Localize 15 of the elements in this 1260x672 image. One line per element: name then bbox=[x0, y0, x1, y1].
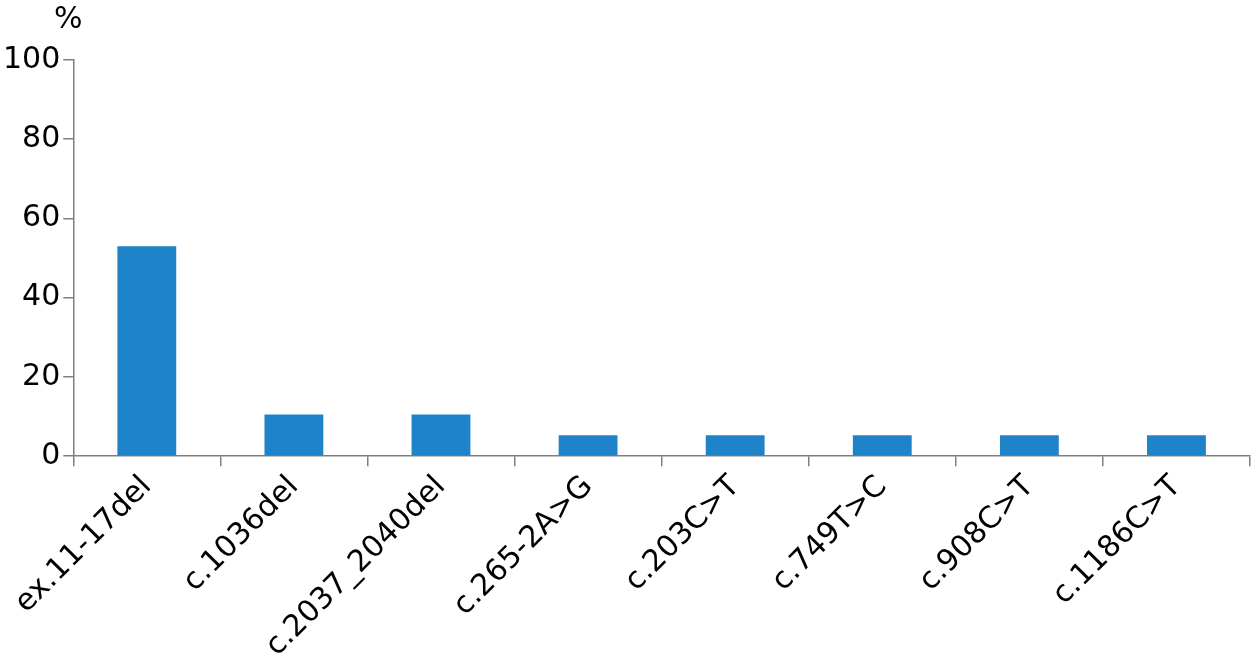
bar bbox=[1147, 435, 1206, 456]
y-tick-label: 40 bbox=[22, 277, 61, 313]
y-tick-label: 0 bbox=[41, 435, 61, 471]
y-tick-label: 100 bbox=[3, 39, 61, 75]
y-tick-label: 20 bbox=[22, 356, 61, 392]
bar bbox=[999, 435, 1059, 456]
bar bbox=[117, 246, 177, 456]
y-tick-label: 80 bbox=[22, 119, 61, 155]
bar bbox=[852, 435, 912, 456]
bar bbox=[411, 414, 471, 456]
bar bbox=[705, 435, 765, 456]
bar bbox=[264, 414, 324, 456]
y-axis-title: % bbox=[54, 0, 83, 35]
bar bbox=[558, 435, 618, 456]
y-tick-label: 60 bbox=[22, 198, 61, 234]
